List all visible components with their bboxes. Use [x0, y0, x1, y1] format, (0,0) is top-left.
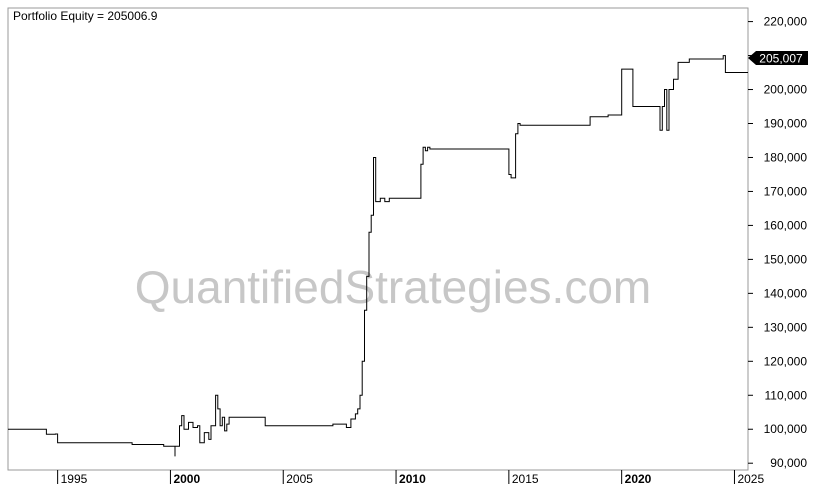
y-tick-label: 160,000 — [764, 218, 808, 232]
y-tick-label: 130,000 — [764, 320, 808, 334]
y-tick-label: 100,000 — [764, 422, 808, 436]
y-tick-label: 90,000 — [770, 456, 807, 470]
y-tick-label: 190,000 — [764, 117, 808, 131]
x-axis: 1995 2000 2005 2010 2015 2020 2025 — [57, 470, 764, 486]
y-tick-label: 170,000 — [764, 184, 808, 198]
plot-area — [7, 7, 749, 471]
y-tick-label: 200,000 — [764, 83, 808, 97]
chart-title: Portfolio Equity = 205006.9 — [13, 9, 158, 23]
y-tick-label: 150,000 — [764, 252, 808, 266]
x-tick-label: 2025 — [737, 472, 764, 486]
equity-series-line — [8, 55, 748, 457]
last-value-label: 205,007 — [759, 52, 803, 66]
last-value-marker: 205,007 — [748, 51, 808, 66]
x-tick-label: 1995 — [61, 472, 88, 486]
series-layer — [8, 55, 748, 457]
watermark: QuantifiedStrategies.com — [135, 261, 652, 313]
x-tick-label: 2000 — [173, 472, 200, 486]
y-tick-label: 110,000 — [765, 388, 808, 402]
x-tick-label: 2015 — [512, 472, 539, 486]
y-tick-label: 140,000 — [764, 286, 808, 300]
last-value-badge — [748, 51, 808, 65]
x-tick-label: 2005 — [286, 472, 313, 486]
y-tick-label: 120,000 — [764, 354, 808, 368]
y-tick-label: 180,000 — [764, 150, 808, 164]
x-tick-label: 2010 — [399, 472, 426, 486]
y-tick-label: 220,000 — [764, 15, 808, 29]
y-axis: 90,000 100,000 110,000 120,000 130,000 140,00… — [748, 15, 808, 470]
x-tick-label: 2020 — [625, 472, 652, 486]
